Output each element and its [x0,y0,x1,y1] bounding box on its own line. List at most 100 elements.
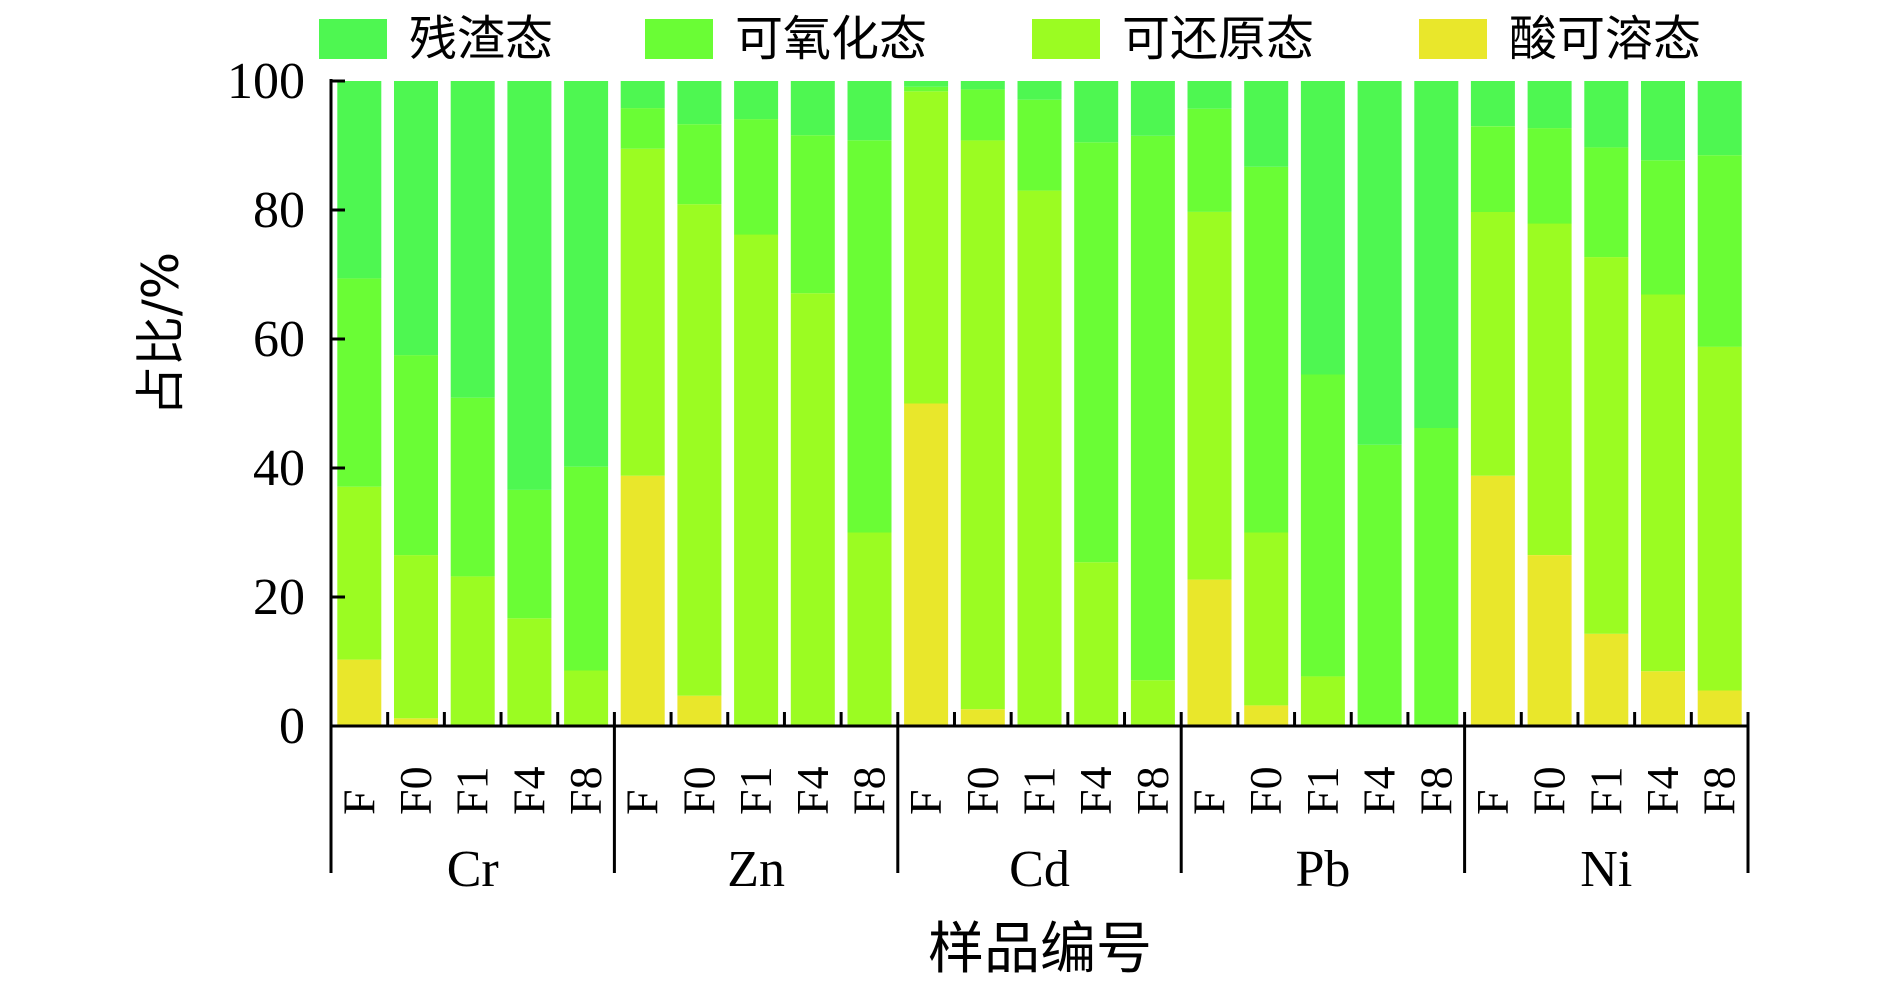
legend-swatch [1419,19,1487,59]
y-axis-title: 占比/% [132,252,190,416]
x-axis-title: 样品编号 [928,917,1152,982]
bar-stack [1017,81,1062,727]
x-tick-label: F4 [503,766,554,815]
bar-segment [1414,81,1459,428]
x-tick-label: F4 [1354,766,1405,815]
bar-segment [620,81,665,109]
bar-stack [1130,81,1175,726]
legend-swatch [645,19,713,59]
x-tick-label: F0 [673,766,724,815]
bar-stack [1527,81,1572,726]
legend-item: 残渣态 [319,11,553,67]
x-tick-label: F1 [447,766,498,815]
legend-item: 可还原态 [1032,11,1314,67]
bar-segment [790,135,835,294]
y-tick-label: 40 [253,440,305,497]
bar-segment [1697,81,1742,156]
x-tick-label: F8 [560,766,611,815]
axes: 0 20 40 60 80 100 [227,53,1750,873]
bar-segment [507,81,552,490]
y-tick-label: 60 [253,311,305,368]
x-tick-label: F8 [1694,766,1745,815]
bar-segment [1470,475,1515,726]
bar-segment [677,204,722,696]
bar-stack [904,81,949,726]
x-tick-label: F [1467,789,1518,815]
bar-segment [564,466,609,671]
bar-segment [734,234,779,726]
bar-segment [1527,223,1572,555]
bar-stack [1470,81,1515,726]
bar-segment [450,397,495,577]
bar-segment [1074,562,1119,726]
bar-segment [904,86,949,92]
bar-segment [904,403,949,726]
bar-segment [904,91,949,404]
bar-segment [507,489,552,619]
bar-segment [564,81,609,467]
legend-label: 可氧化态 [735,11,927,67]
bar-segment [1244,166,1289,533]
bar-segment [394,355,438,556]
legend-item: 可氧化态 [645,11,927,67]
bar-segment [337,486,382,660]
plot-bars [337,81,1742,727]
bar-segment [1074,81,1119,143]
bar-segment [1527,128,1572,224]
bar-segment [904,81,949,87]
x-tick-label: F1 [730,766,781,815]
bar-segment [337,659,382,726]
bar-stack [677,81,722,726]
bar-segment [1470,81,1515,127]
bar-segment [847,81,892,141]
bar-segment [620,475,665,726]
x-tick-label: F0 [390,766,441,815]
bar-stack [1584,81,1629,726]
bar-segment [564,670,609,726]
bar-segment [1187,579,1232,726]
bar-segment [847,140,892,533]
bar-segment [1357,444,1402,726]
bar-segment [1244,532,1289,706]
bar-segment [1641,81,1685,161]
x-tick-label: F1 [1580,766,1631,815]
bar-stack [337,81,382,726]
legend-label: 可还原态 [1122,11,1314,67]
bar-segment [960,81,1005,90]
bar-stack [1187,81,1232,726]
bar-segment [1584,147,1629,258]
x-tick-label: F [333,789,384,815]
bar-stack [450,81,495,726]
bar-segment [1187,81,1232,109]
bar-segment [1244,705,1289,726]
bar-segment [1300,81,1345,375]
bar-segment [450,576,495,726]
x-tick-label: F8 [1127,766,1178,815]
legend-label: 残渣态 [409,11,553,67]
bar-segment [1357,81,1402,445]
y-tick-label: 0 [279,698,305,755]
bar-stack [847,81,892,726]
bar-stack [1641,81,1685,726]
bar-segment [1527,555,1572,726]
bar-stack [394,81,438,726]
bar-segment [790,81,835,136]
x-tick-label: F0 [957,766,1008,815]
bar-stack [1357,81,1402,726]
bar-segment [394,718,438,726]
y-tick-label: 80 [253,182,305,239]
x-tick-label: F [900,789,951,815]
group-label: Zn [727,841,785,898]
bar-segment [734,119,779,235]
bar-segment [1074,142,1119,563]
bar-segment [790,293,835,726]
bar-segment [1584,81,1629,148]
bar-segment [1300,676,1345,726]
bar-segment [1470,211,1515,476]
group-label: Ni [1580,841,1632,898]
x-tick-label: F1 [1297,766,1348,815]
bar-stack [564,81,609,726]
legend: 残渣态 可氧化态 可还原态 酸可溶态 [319,11,1701,67]
bar-segment [1584,633,1629,726]
